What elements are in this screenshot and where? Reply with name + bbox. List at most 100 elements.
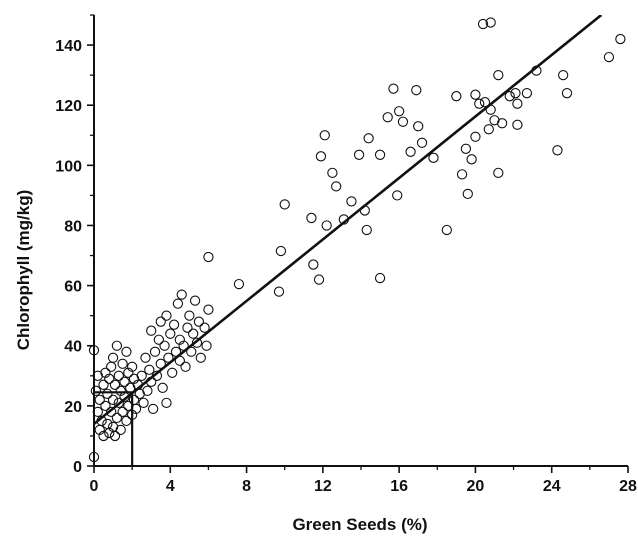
y-tick-label: 20 (64, 399, 82, 416)
data-point (392, 190, 403, 201)
x-tick-label: 12 (314, 478, 332, 495)
data-point (117, 406, 128, 418)
data-point (203, 304, 214, 315)
data-point (504, 91, 515, 102)
data-point (115, 385, 126, 396)
y-tick-label: 60 (64, 279, 82, 296)
data-point (191, 337, 203, 348)
data-point (102, 388, 113, 399)
data-point (94, 394, 105, 406)
data-point (552, 145, 563, 156)
data-point (161, 310, 172, 321)
x-tick-label: 4 (166, 478, 175, 495)
plot-marks (88, 15, 626, 466)
data-point (428, 152, 439, 163)
x-axis-label: Green Seeds (%) (292, 515, 427, 534)
data-point (279, 199, 290, 210)
data-point (346, 196, 357, 207)
x-tick-label: 0 (90, 478, 99, 495)
data-point (603, 51, 615, 63)
data-point (140, 352, 151, 363)
data-point (106, 406, 117, 418)
data-point (321, 220, 332, 231)
data-point (109, 430, 121, 442)
data-point (168, 319, 180, 330)
data-point (121, 415, 132, 427)
axes (93, 15, 628, 467)
data-point (111, 340, 123, 351)
data-point (319, 130, 330, 141)
data-point (451, 91, 462, 102)
data-point (182, 322, 193, 333)
data-point (382, 112, 393, 123)
data-point (474, 98, 485, 109)
data-point (483, 124, 494, 135)
data-point (115, 424, 126, 436)
data-point (113, 397, 124, 409)
data-point (470, 131, 481, 142)
data-point (155, 358, 166, 369)
data-point (203, 251, 214, 263)
data-point (149, 346, 161, 357)
y-tick-label: 140 (55, 38, 82, 55)
data-point (363, 133, 374, 144)
data-point (102, 418, 113, 430)
data-point (441, 224, 452, 236)
data-point (233, 278, 245, 290)
data-point (100, 367, 111, 378)
data-point (155, 316, 166, 327)
data-point (485, 17, 496, 28)
data-point (147, 403, 159, 415)
y-tick-label: 100 (55, 158, 82, 175)
data-point (167, 367, 178, 378)
data-point (142, 385, 153, 396)
data-point (615, 33, 626, 45)
data-point (416, 137, 428, 148)
regression-line (94, 15, 603, 425)
data-point (327, 167, 338, 178)
data-point (413, 121, 424, 132)
data-point (460, 143, 472, 154)
data-point (174, 334, 185, 345)
data-point (479, 97, 491, 108)
y-tick-label: 120 (55, 98, 82, 115)
data-point (123, 367, 134, 378)
data-point (489, 115, 500, 126)
y-tick-label: 0 (73, 459, 82, 476)
data-point (405, 146, 416, 157)
data-point (176, 289, 187, 300)
x-tick-label: 8 (242, 478, 251, 495)
data-point (308, 259, 319, 270)
data-point (558, 69, 569, 81)
data-point (189, 295, 201, 306)
data-point (90, 385, 102, 396)
data-point (306, 212, 317, 224)
data-point (273, 286, 285, 297)
data-point (104, 373, 115, 384)
x-tick-label: 20 (467, 478, 485, 495)
data-point (98, 430, 109, 442)
data-point (180, 361, 191, 372)
data-point (561, 88, 573, 99)
x-tick-label: 28 (619, 478, 637, 495)
data-point (199, 322, 210, 333)
data-point (493, 167, 504, 178)
data-point (104, 427, 115, 439)
data-point (393, 106, 405, 117)
data-point (462, 188, 473, 200)
data-point (126, 361, 138, 372)
data-point (512, 119, 523, 130)
data-point (470, 89, 481, 100)
data-point (493, 69, 504, 81)
data-point (353, 149, 365, 160)
data-point (315, 151, 327, 162)
data-point (374, 272, 386, 284)
data-point (313, 274, 325, 285)
y-axis-label: Chlorophyll (mg/kg) (14, 190, 33, 351)
data-point (138, 397, 149, 409)
data-point (388, 83, 399, 94)
data-point (100, 400, 111, 412)
data-point (144, 364, 155, 375)
x-tick-label: 16 (390, 478, 408, 495)
data-point (172, 298, 184, 309)
